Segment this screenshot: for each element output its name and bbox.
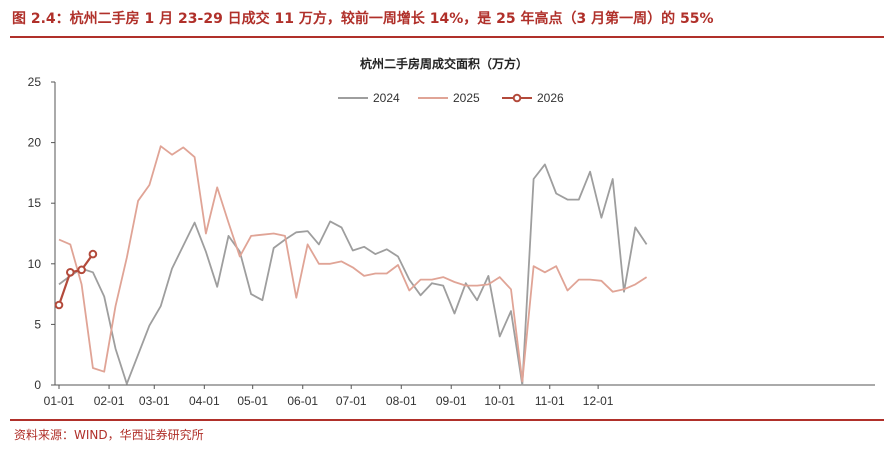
x-tick-label: 04-01 — [189, 394, 220, 408]
y-tick-label: 25 — [28, 75, 42, 89]
x-tick-label: 09-01 — [436, 394, 467, 408]
source-note: 资料来源：WIND，华西证券研究所 — [14, 428, 204, 442]
x-tick-label: 01-01 — [44, 394, 75, 408]
data-point-2026 — [66, 267, 75, 277]
figure-title: 图 2.4：杭州二手房 1 月 23-29 日成交 11 万方，较前一周增长 1… — [12, 11, 714, 27]
y-tick-label: 5 — [34, 317, 41, 331]
legend-label-2024: 2024 — [373, 91, 400, 105]
chart-series — [54, 145, 648, 386]
y-tick-label: 0 — [34, 378, 41, 392]
series-line-2026 — [57, 253, 94, 306]
chart-title: 杭州二手房周成交面积（万方） — [360, 56, 528, 71]
y-tick-label: 20 — [28, 136, 42, 150]
x-tick-label: 06-01 — [287, 394, 318, 408]
x-tick-label: 03-01 — [139, 394, 170, 408]
x-tick-label: 08-01 — [386, 394, 417, 408]
data-point-2026 — [88, 249, 98, 259]
legend-marker-2026 — [512, 93, 522, 103]
source-divider — [10, 419, 884, 421]
x-tick-label: 11-01 — [535, 394, 565, 408]
legend-label-2026: 2026 — [537, 91, 564, 105]
legend-label-2025: 2025 — [453, 91, 480, 105]
x-tick-label: 05-01 — [237, 394, 268, 408]
data-point-2026 — [77, 265, 86, 275]
y-tick-label: 10 — [28, 257, 42, 271]
data-point-2026 — [54, 300, 64, 310]
series-line-2025 — [58, 145, 648, 383]
title-divider — [10, 36, 884, 38]
x-tick-label: 07-01 — [336, 394, 367, 408]
chart-legend: 2024 2025 2026 — [338, 91, 564, 105]
series-line-2024 — [58, 163, 648, 386]
x-tick-label: 02-01 — [94, 394, 125, 408]
y-tick-label: 15 — [28, 196, 42, 210]
x-tick-label: 10-01 — [484, 394, 515, 408]
x-tick-label: 12-01 — [583, 394, 614, 408]
